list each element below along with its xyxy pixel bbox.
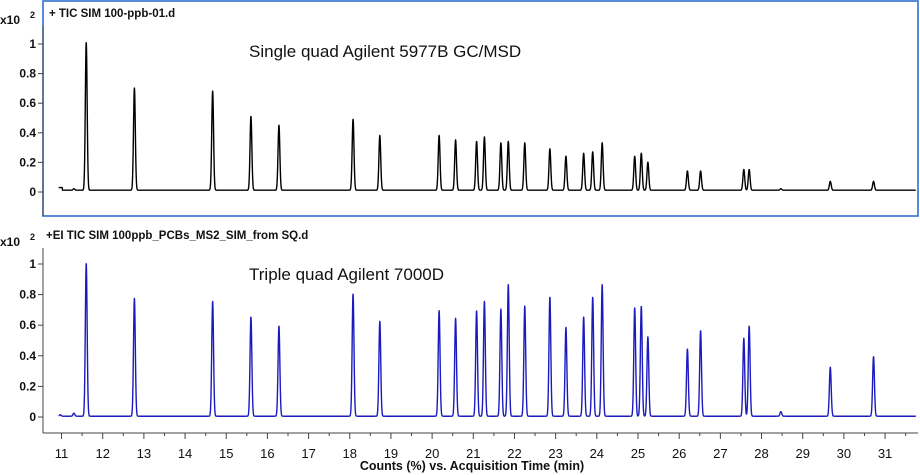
x-tick-label: 19 <box>384 446 398 461</box>
y-tick-label: 0.4 <box>19 126 36 140</box>
x-tick-label: 17 <box>301 446 315 461</box>
y-tick-label: 0.4 <box>19 349 36 363</box>
y-tick-label: 0 <box>29 410 36 424</box>
x-axis-label: Counts (%) vs. Acquisition Time (min) <box>360 459 584 473</box>
x-tick-label: 30 <box>837 446 851 461</box>
top-y-scale-exponent: 2 <box>30 10 35 20</box>
x-tick-label: 26 <box>672 446 686 461</box>
top-panel-selection-border <box>42 0 919 217</box>
x-tick-label: 22 <box>507 446 521 461</box>
top-y-scale-label: x10 <box>0 13 20 27</box>
x-tick-label: 11 <box>55 446 69 461</box>
x-tick-label: 15 <box>219 446 233 461</box>
x-tick-label: 23 <box>548 446 562 461</box>
top-annotation: Single quad Agilent 5977B GC/MSD <box>249 42 521 61</box>
y-tick-label: 0.2 <box>19 379 36 393</box>
x-tick-label: 12 <box>95 446 109 461</box>
x-tick-label: 31 <box>878 446 892 461</box>
x-tick-label: 20 <box>425 446 439 461</box>
y-tick-label: 1 <box>29 37 36 51</box>
x-tick-label: 14 <box>178 446 192 461</box>
y-tick-label: 0.8 <box>19 288 36 302</box>
y-tick-label: 0.6 <box>19 96 36 110</box>
x-tick-label: 16 <box>260 446 274 461</box>
single-quad-tic-trace <box>58 42 917 191</box>
x-tick-label: 27 <box>713 446 727 461</box>
bottom-y-scale-exponent: 2 <box>30 232 35 242</box>
y-tick-label: 1 <box>29 257 36 271</box>
x-tick-label: 25 <box>631 446 645 461</box>
bottom-annotation: Triple quad Agilent 7000D <box>249 265 444 284</box>
x-tick-label: 21 <box>466 446 480 461</box>
bottom-y-scale-label: x10 <box>0 235 20 249</box>
top-trace-title: + TIC SIM 100-ppb-01.d <box>49 8 175 20</box>
x-tick-label: 13 <box>137 446 151 461</box>
y-tick-label: 0.2 <box>19 155 36 169</box>
triple-quad-tic-trace <box>58 263 917 417</box>
y-tick-label: 0.6 <box>19 318 36 332</box>
x-tick-label: 24 <box>590 446 604 461</box>
x-tick-label: 18 <box>343 446 357 461</box>
y-tick-label: 0 <box>29 185 36 199</box>
x-tick-label: 28 <box>754 446 768 461</box>
y-tick-label: 0.8 <box>19 67 36 81</box>
x-tick-label: 29 <box>795 446 809 461</box>
bottom-trace-title: +EI TIC SIM 100ppb_PCBs_MS2_SIM_from SQ.… <box>46 230 308 242</box>
